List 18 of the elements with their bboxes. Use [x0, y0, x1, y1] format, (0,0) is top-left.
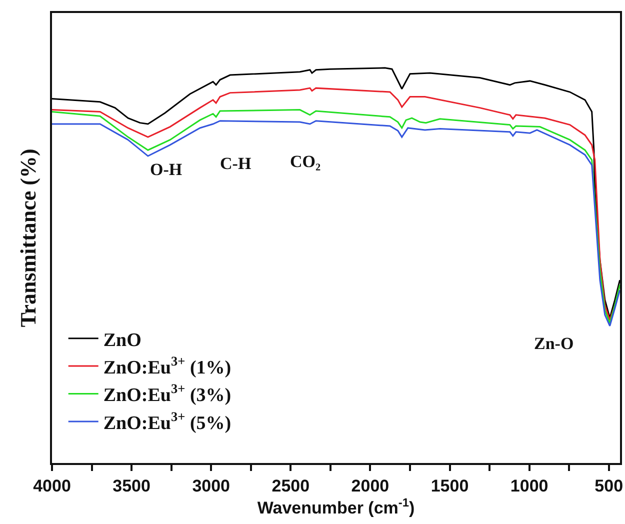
x-tick-label: 1000 [510, 476, 548, 496]
annotation: C-H [220, 154, 252, 173]
x-tick-label: 2500 [272, 476, 310, 496]
x-tick-label: 1500 [430, 476, 469, 496]
x-tick-label: 500 [594, 476, 624, 496]
x-tick-label: 3000 [192, 476, 230, 496]
x-tick-label: 2000 [351, 476, 390, 496]
x-tick-label: 4000 [33, 476, 71, 496]
annotation: O-H [150, 160, 182, 179]
x-axis-title: Wavenumber (cm$^{-1}$) [257, 495, 415, 518]
legend-label: ZnO [103, 330, 142, 351]
y-axis-title: Transmittance (%) [15, 148, 40, 328]
x-tick-label: 3500 [112, 476, 150, 496]
annotation: Zn-O [534, 334, 574, 353]
legend-label: ZnO:Eu$^{3+}$ (3%) [103, 381, 232, 406]
annotation: CO₂ [290, 152, 321, 171]
legend-label: ZnO:Eu$^{3+}$ (5%) [103, 408, 232, 434]
legend-label: ZnO:Eu$^{3+}$ (1%) [103, 353, 232, 378]
